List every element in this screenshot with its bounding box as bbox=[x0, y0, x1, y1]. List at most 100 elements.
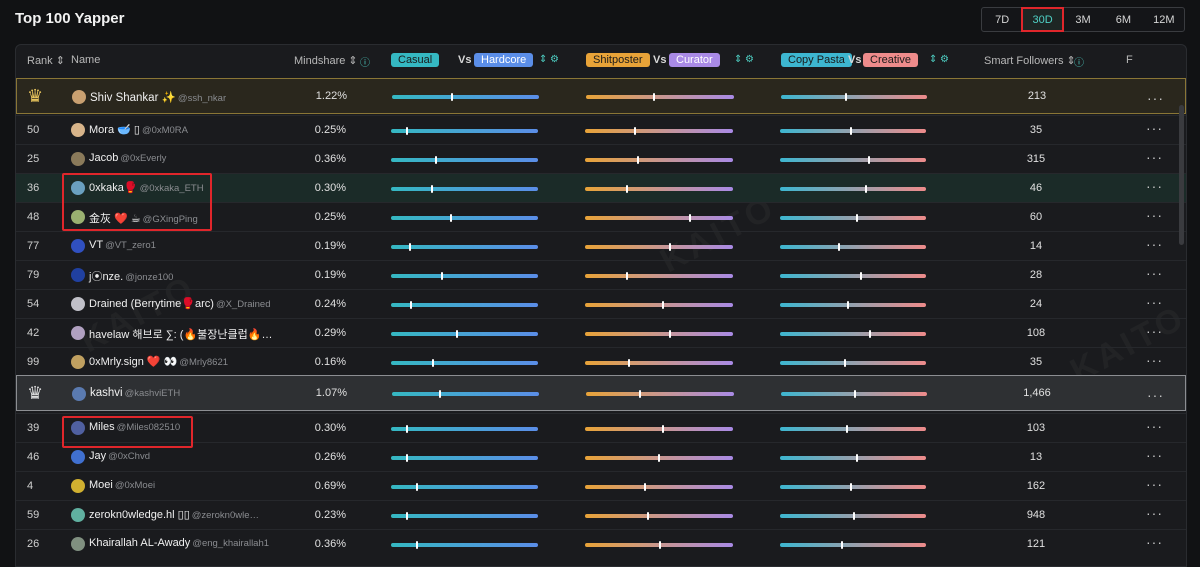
table-row[interactable]: 25 Jacob @0xEverly 0.36% 315 ··· bbox=[16, 144, 1186, 173]
avatar[interactable] bbox=[72, 90, 86, 104]
mindshare-value: 0.29% bbox=[314, 327, 346, 339]
table-row[interactable]: 59 zerokn0wledge.hl ▯▯ @zerokn0wle… 0.23%… bbox=[16, 500, 1186, 529]
avatar[interactable] bbox=[71, 537, 85, 551]
more-options-icon[interactable]: ··· bbox=[1146, 323, 1163, 339]
avatar[interactable] bbox=[72, 387, 86, 401]
more-options-icon[interactable]: ··· bbox=[1146, 178, 1163, 194]
avatar[interactable] bbox=[71, 355, 85, 369]
sort-icon[interactable]: ⇕ bbox=[539, 54, 548, 65]
display-name: Miles bbox=[89, 421, 115, 433]
persona-marker bbox=[439, 390, 442, 398]
user-name[interactable]: 金灰 ❤️ ☕ @GXingPing bbox=[89, 210, 198, 226]
smart-followers-column-header[interactable]: Smart Followers ⇕ bbox=[984, 55, 1076, 67]
persona-marker bbox=[405, 512, 408, 520]
period-7d[interactable]: 7D bbox=[995, 13, 1010, 26]
user-name[interactable]: Jay @0xChvd bbox=[89, 450, 150, 462]
user-name[interactable]: havelaw 해브로 ∑: (🔥불장난클럽🔥… bbox=[89, 326, 274, 342]
avatar[interactable] bbox=[71, 268, 85, 282]
user-name[interactable]: Drained (Berrytime🥊arc) @X_Drained bbox=[89, 297, 271, 310]
table-row[interactable]: 42 havelaw 해브로 ∑: (🔥불장난클럽🔥… 0.29% 108 ··… bbox=[16, 318, 1186, 347]
avatar[interactable] bbox=[71, 123, 85, 137]
more-options-icon[interactable]: ··· bbox=[1146, 149, 1163, 165]
user-name[interactable]: j⦿nze. @jonze100 bbox=[89, 268, 173, 284]
table-row[interactable]: 4 Moei @0xMoei 0.69% 162 ··· bbox=[16, 471, 1186, 500]
sort-icon[interactable]: ⇕ bbox=[734, 54, 743, 65]
table-row[interactable]: ♛ kashvi @kashviETH 1.07% 1,466 ··· bbox=[16, 375, 1186, 411]
period-3m[interactable]: 3M bbox=[1075, 13, 1091, 26]
gear-icon[interactable]: ⚙ bbox=[940, 54, 949, 65]
table-row[interactable]: 79 j⦿nze. @jonze100 0.19% 28 ··· bbox=[16, 260, 1186, 289]
more-options-icon[interactable]: ··· bbox=[1146, 352, 1163, 368]
mindshare-column-header[interactable]: Mindshare ⇕ bbox=[294, 55, 358, 67]
table-row[interactable]: 50 Mora 🥣 ▯ @0xM0RA 0.25% 35 ··· bbox=[16, 115, 1186, 144]
more-options-icon[interactable]: ··· bbox=[1146, 236, 1163, 252]
mindshare-value: 0.23% bbox=[314, 509, 346, 521]
table-row[interactable]: ♛ Shiv Shankar ✨ @ssh_nkar 1.22% 213 ··· bbox=[16, 78, 1186, 114]
more-options-icon[interactable]: ··· bbox=[1147, 387, 1164, 403]
user-name[interactable]: VT @VT_zero1 bbox=[89, 239, 156, 251]
more-options-icon[interactable]: ··· bbox=[1146, 418, 1163, 434]
user-handle: @0xChvd bbox=[108, 451, 150, 462]
user-name[interactable]: Khairallah AL-Awady @eng_khairallah1 bbox=[89, 537, 269, 549]
avatar[interactable] bbox=[71, 210, 85, 224]
more-options-icon[interactable]: ··· bbox=[1146, 505, 1163, 521]
period-12m[interactable]: 12M bbox=[1153, 13, 1175, 26]
table-row[interactable]: 26 Khairallah AL-Awady @eng_khairallah1 0… bbox=[16, 529, 1186, 558]
persona-marker bbox=[626, 272, 629, 280]
user-name[interactable]: kashvi @kashviETH bbox=[90, 387, 180, 399]
smart-followers-value: 162 bbox=[1026, 480, 1046, 492]
user-name[interactable]: Jacob @0xEverly bbox=[89, 152, 166, 164]
persona-marker bbox=[652, 93, 655, 101]
avatar[interactable] bbox=[71, 181, 85, 195]
info-icon[interactable]: ⓘ bbox=[1074, 58, 1084, 69]
more-options-icon[interactable]: ··· bbox=[1146, 534, 1163, 550]
persona-marker bbox=[657, 454, 660, 462]
more-options-icon[interactable]: ··· bbox=[1146, 447, 1163, 463]
more-options-icon[interactable]: ··· bbox=[1146, 265, 1163, 281]
user-name[interactable]: Moei @0xMoei bbox=[89, 479, 155, 491]
rank-column-header[interactable]: Rank ⇕ bbox=[27, 55, 65, 67]
persona-marker bbox=[844, 359, 847, 367]
more-options-icon[interactable]: ··· bbox=[1146, 294, 1163, 310]
persona-marker bbox=[841, 541, 844, 549]
avatar[interactable] bbox=[71, 152, 85, 166]
more-options-icon[interactable]: ··· bbox=[1146, 120, 1163, 136]
gear-icon[interactable]: ⚙ bbox=[745, 54, 754, 65]
table-row[interactable]: 54 Drained (Berrytime🥊arc) @X_Drained 0.2… bbox=[16, 289, 1186, 318]
avatar[interactable] bbox=[71, 421, 85, 435]
scrollbar[interactable] bbox=[1179, 105, 1184, 245]
avatar[interactable] bbox=[71, 479, 85, 493]
creative-label: Creative bbox=[863, 53, 918, 67]
avatar[interactable] bbox=[71, 297, 85, 311]
table-row[interactable]: 36 0xkaka🥊 @0xkaka_ETH 0.30% 46 ··· bbox=[16, 173, 1186, 202]
table-row[interactable]: 77 VT @VT_zero1 0.19% 14 ··· bbox=[16, 231, 1186, 260]
avatar[interactable] bbox=[71, 326, 85, 340]
user-name[interactable]: Miles @Miles082510 bbox=[89, 421, 180, 433]
table-row[interactable]: 99 0xMrly.sign ❤️ 👀 @Mrly8621 0.16% 35 ··… bbox=[16, 347, 1186, 376]
info-icon[interactable]: ⓘ bbox=[360, 58, 370, 69]
table-row[interactable]: 48 金灰 ❤️ ☕ @GXingPing 0.25% 60 ··· bbox=[16, 202, 1186, 231]
user-name[interactable]: Shiv Shankar ✨ @ssh_nkar bbox=[90, 90, 226, 104]
more-options-icon[interactable]: ··· bbox=[1147, 90, 1164, 106]
period-30d[interactable]: 30D bbox=[1021, 7, 1064, 32]
gear-icon[interactable]: ⚙ bbox=[550, 54, 559, 65]
persona-marker bbox=[432, 359, 435, 367]
more-options-icon[interactable]: ··· bbox=[1146, 207, 1163, 223]
persona-bar-1 bbox=[391, 541, 538, 549]
table-row[interactable]: 46 Jay @0xChvd 0.26% 13 ··· bbox=[16, 442, 1186, 471]
avatar[interactable] bbox=[71, 239, 85, 253]
user-name[interactable]: 0xkaka🥊 @0xkaka_ETH bbox=[89, 181, 204, 194]
persona-marker bbox=[440, 272, 443, 280]
persona-bar-1 bbox=[391, 214, 538, 222]
user-name[interactable]: 0xMrly.sign ❤️ 👀 @Mrly8621 bbox=[89, 355, 228, 368]
user-handle: @jonze100 bbox=[125, 272, 174, 283]
user-name[interactable]: zerokn0wledge.hl ▯▯ @zerokn0wle… bbox=[89, 508, 259, 521]
avatar[interactable] bbox=[71, 508, 85, 522]
sort-icon[interactable]: ⇕ bbox=[929, 54, 938, 65]
table-row[interactable]: 39 Miles @Miles082510 0.30% 103 ··· bbox=[16, 413, 1186, 442]
smart-followers-value: 315 bbox=[1026, 153, 1046, 165]
more-options-icon[interactable]: ··· bbox=[1146, 476, 1163, 492]
period-6m[interactable]: 6M bbox=[1115, 13, 1132, 26]
avatar[interactable] bbox=[71, 450, 85, 464]
user-name[interactable]: Mora 🥣 ▯ @0xM0RA bbox=[89, 123, 188, 136]
